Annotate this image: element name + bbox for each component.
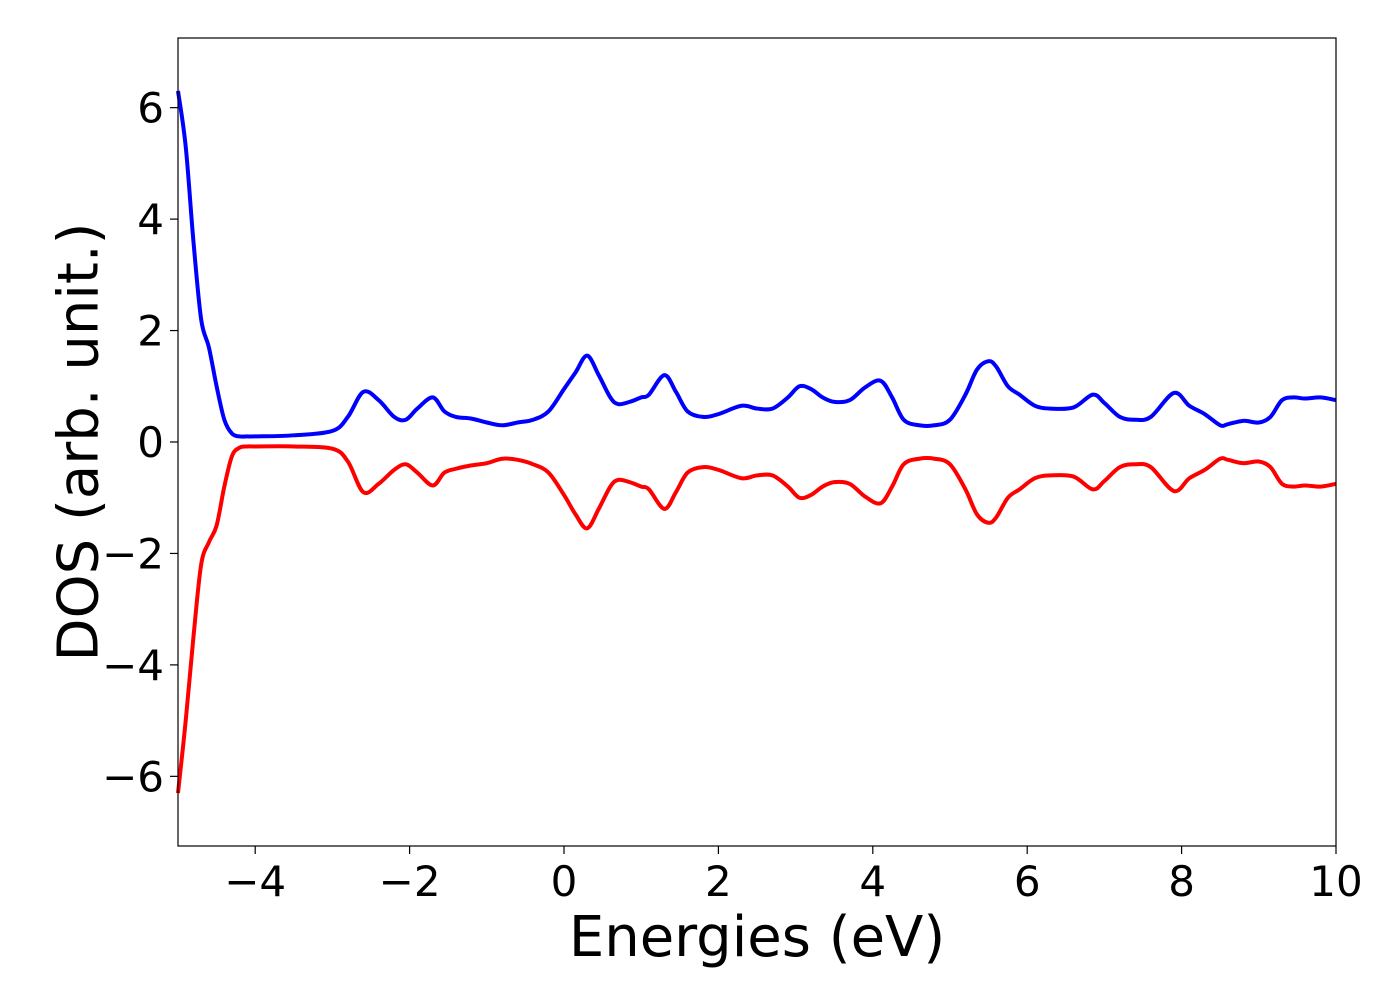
y-axis-ticks: −6 −4 −2 0 2 4 6 [102, 84, 178, 801]
y-axis-label: DOS (arb. unit.) [47, 222, 112, 661]
dos-series-line-red [176, 444, 1337, 794]
dos-series-line-blue [176, 90, 1337, 439]
x-tick-label: 2 [705, 857, 732, 906]
x-axis-label: Energies (eV) [569, 905, 945, 970]
y-tick-label: −4 [102, 641, 164, 690]
y-tick-label: 4 [137, 195, 164, 244]
x-axis-ticks: −4 −2 0 2 4 6 8 10 [224, 846, 1363, 906]
y-tick-label: −6 [102, 752, 164, 801]
y-tick-label: 6 [137, 84, 164, 133]
y-tick-label: 2 [137, 307, 164, 356]
x-tick-label: −4 [224, 857, 286, 906]
x-tick-label: 4 [859, 857, 886, 906]
series-layer [176, 90, 1337, 794]
x-tick-label: −2 [379, 857, 441, 906]
x-tick-label: 10 [1309, 857, 1362, 906]
x-tick-label: 6 [1014, 857, 1041, 906]
x-tick-label: 0 [551, 857, 578, 906]
y-tick-label: −2 [102, 529, 164, 578]
x-tick-label: 8 [1168, 857, 1195, 906]
y-tick-label: 0 [137, 418, 164, 467]
